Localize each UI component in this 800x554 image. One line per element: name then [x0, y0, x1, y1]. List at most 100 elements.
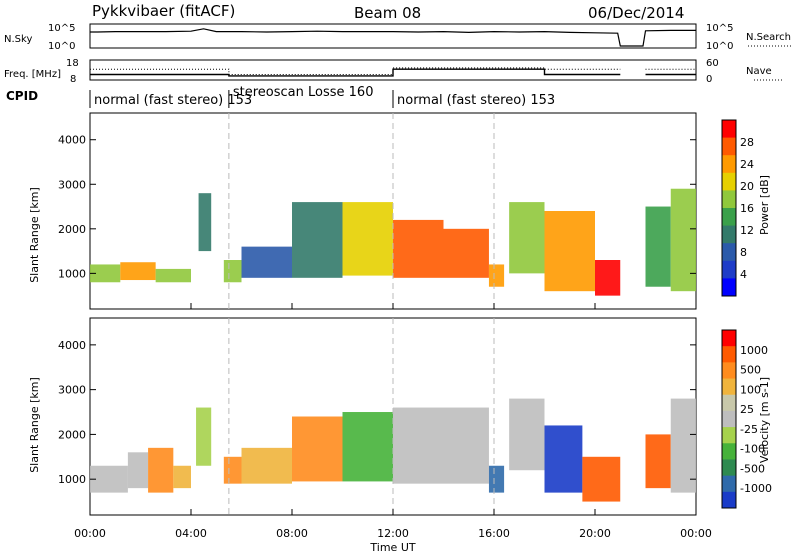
heat-cell — [393, 219, 444, 278]
power-colorbar: 4 8 12 16 20 24 28 — [721, 119, 754, 297]
noise-tick-left-top: 10^5 — [48, 23, 75, 34]
colorbar-swatch — [722, 362, 736, 380]
heat-cell — [148, 447, 174, 493]
cpid-segment-label: stereoscan Losse 160 — [233, 85, 374, 100]
heat-cell — [198, 193, 212, 252]
velocity-colorbar-label: Velocity [m s-1] — [758, 377, 771, 463]
colorbar-swatch — [722, 260, 736, 279]
freq-tick-left-bottom: 8 — [70, 74, 76, 85]
x-axis: 00:00 04:00 08:00 12:00 16:00 20:00 00:00 — [74, 527, 712, 540]
heat-cell — [292, 202, 343, 278]
freq-right-label: Nave — [746, 66, 772, 77]
colorbar-swatch — [722, 394, 736, 412]
colorbar-tick-label: 100 — [740, 383, 761, 396]
heat-cell — [342, 202, 393, 276]
colorbar-swatch — [722, 278, 736, 297]
freq-panel-frame — [89, 59, 697, 81]
heat-cell — [443, 228, 489, 278]
colorbar-tick-label: 28 — [740, 136, 754, 149]
x-tick-label: 12:00 — [377, 527, 409, 540]
heat-cell — [645, 434, 671, 489]
colorbar-swatch — [722, 330, 736, 347]
colorbar-swatch — [722, 225, 736, 244]
heat-cell — [595, 260, 621, 296]
heat-cell — [582, 456, 621, 502]
site-title: Pykkvibaer (fitACF) — [92, 2, 235, 20]
colorbar-swatch — [722, 190, 736, 209]
heat-cell — [544, 211, 595, 292]
freq-series-group — [90, 67, 696, 77]
velocity-panel: 1000 2000 3000 4000 — [58, 317, 697, 516]
heat-cell — [509, 202, 545, 274]
colorbar-tick-label: 24 — [740, 158, 754, 171]
heat-cell — [393, 407, 489, 484]
colorbar-swatch — [722, 137, 736, 156]
heat-cell — [90, 264, 121, 283]
colorbar-swatch — [722, 120, 736, 139]
nave-line — [90, 67, 696, 75]
date-label: 06/Dec/2014 — [588, 4, 684, 22]
colorbar-tick-label: 16 — [740, 202, 754, 215]
heat-cell — [670, 398, 696, 493]
colorbar-swatch — [722, 243, 736, 262]
colorbar-swatch — [722, 491, 736, 509]
colorbar-tick-label: 4 — [740, 268, 747, 281]
noise-left-label: N.Sky — [4, 34, 32, 45]
heat-cell — [670, 188, 696, 292]
heat-cell — [488, 264, 505, 287]
y-tick-label: 1000 — [58, 267, 86, 280]
velocity-ylabel: Slant Range [km] — [28, 377, 41, 473]
heat-cell — [509, 398, 545, 471]
colorbar-tick-label: 12 — [740, 224, 754, 237]
noise-series-group — [90, 28, 696, 47]
heat-cell — [196, 407, 212, 466]
colorbar-tick-label: -25 — [740, 423, 758, 436]
heat-cell — [342, 412, 393, 482]
colorbar-frame — [721, 329, 737, 509]
colorbar-swatch — [722, 427, 736, 444]
heat-cell — [223, 260, 242, 283]
x-tick-label: 20:00 — [579, 527, 611, 540]
x-tick-label: 04:00 — [175, 527, 207, 540]
y-tick-label: 3000 — [58, 384, 86, 397]
power-colorbar-label: Power [dB] — [758, 175, 771, 235]
heat-cell — [127, 452, 149, 489]
heat-cell — [173, 465, 191, 489]
freq-tick-right-top: 60 — [706, 58, 719, 69]
y-tick-label: 2000 — [58, 223, 86, 236]
beam-label: Beam 08 — [354, 4, 421, 22]
noise-panel-frame — [89, 23, 697, 49]
freq-line — [90, 68, 696, 77]
colorbar-swatch — [722, 208, 736, 227]
x-tick-label: 08:00 — [276, 527, 308, 540]
colorbar-tick-label: -500 — [740, 462, 765, 475]
velocity-colorbar: 1000 500 100 25 -25 -100 -500 -1000 — [721, 329, 772, 509]
cpid-segment-label: normal (fast stereo) 153 — [94, 93, 252, 108]
y-tick-label: 1000 — [58, 473, 86, 486]
heat-cell — [645, 206, 671, 287]
freq-left-label: Freq. [MHz] — [4, 69, 61, 80]
noise-right-label: N.Search — [746, 32, 791, 43]
colorbar-tick-label: 500 — [740, 364, 761, 377]
power-ylabel: Slant Range [km] — [28, 187, 41, 283]
colorbar-swatch — [722, 443, 736, 460]
heat-cell — [223, 456, 242, 484]
colorbar-tick-label: 8 — [740, 246, 747, 259]
y-tick-label: 2000 — [58, 428, 86, 441]
freq-tick-left-top: 18 — [66, 58, 79, 69]
noise-tick-right-bottom: 10^0 — [706, 41, 733, 52]
cpid-segment-label: normal (fast stereo) 153 — [397, 93, 555, 108]
noise-tick-right-top: 10^5 — [706, 23, 733, 34]
colorbar-tick-label: 25 — [740, 403, 754, 416]
x-tick-label: 00:00 — [680, 527, 712, 540]
heat-cell — [241, 447, 292, 484]
power-panel: 1000 2000 3000 4000 — [58, 112, 697, 310]
heat-cell — [120, 262, 156, 281]
heat-cell — [544, 425, 583, 493]
cpid-label: CPID — [6, 89, 38, 103]
colorbar-tick-label: -1000 — [740, 482, 772, 495]
freq-tick-right-bottom: 0 — [706, 74, 712, 85]
heat-cell — [292, 416, 343, 482]
colorbar-tick-label: 20 — [740, 180, 754, 193]
